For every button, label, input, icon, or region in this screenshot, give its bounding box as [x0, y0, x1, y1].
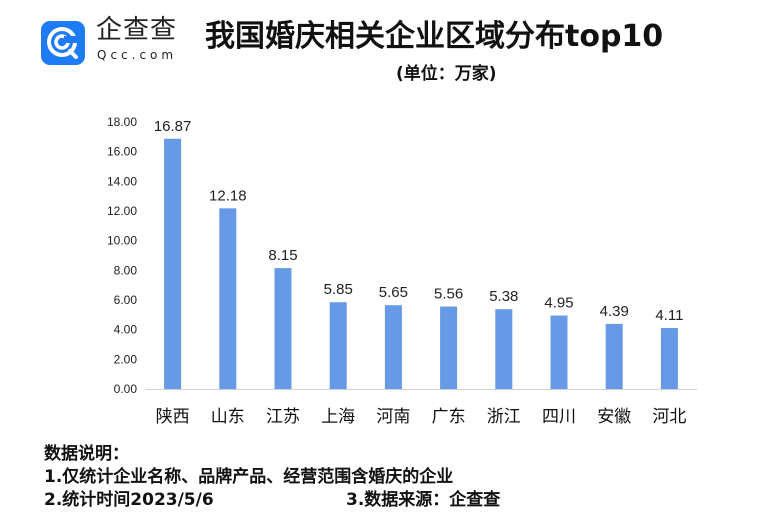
x-tick-label: 浙江: [487, 407, 521, 426]
data-label: 5.56: [434, 286, 463, 303]
data-label: 4.39: [600, 303, 629, 320]
x-tick-label: 上海: [321, 407, 355, 426]
notes-heading: 数据说明：: [44, 444, 129, 464]
data-label: 8.15: [268, 247, 297, 264]
bar-chart: 0.00 2.00 4.00 6.00 8.00 10.00 12.00 14.00 16.00…: [107, 115, 697, 426]
notes-line1: 1.仅统计企业名称、品牌产品、经营范围含婚庆的企业: [44, 467, 454, 487]
data-label: 16.87: [154, 118, 192, 135]
chart-title: 我国婚庆相关企业区域分布top10: [205, 19, 664, 54]
bar: [384, 305, 402, 389]
bar: [660, 328, 678, 389]
x-tick-label: 山东: [211, 407, 245, 426]
data-label: 5.38: [489, 288, 518, 305]
y-tick-label: 16.00: [107, 145, 137, 159]
bar: [495, 309, 513, 389]
y-tick-label: 10.00: [107, 234, 137, 248]
logo-icon: [41, 21, 85, 65]
bar: [329, 302, 347, 389]
y-tick-label: 12.00: [107, 204, 137, 218]
y-tick-label: 18.00: [107, 115, 137, 129]
data-label: 4.11: [655, 307, 683, 324]
y-tick-label: 2.00: [114, 352, 138, 366]
notes: 数据说明： 1.仅统计企业名称、品牌产品、经营范围含婚庆的企业 2.统计时间20…: [44, 443, 500, 512]
brand-name: 企查查: [96, 15, 178, 45]
x-tick-label: 广东: [432, 407, 466, 426]
bar: [550, 315, 568, 389]
x-tick-label: 安徽: [597, 407, 631, 426]
notes-last-row: 2.统计时间2023/5/6 3.数据来源：企查查: [44, 489, 500, 512]
y-tick-label: 6.00: [114, 293, 138, 307]
brand-domain: Qcc.com: [97, 48, 178, 62]
x-tick-label: 陕西: [156, 407, 190, 426]
y-tick-label: 0.00: [114, 382, 138, 396]
bar: [605, 323, 623, 389]
x-tick-label: 江苏: [266, 407, 300, 426]
bar: [274, 268, 292, 389]
y-tick-label: 4.00: [114, 323, 138, 337]
x-tick-label: 河北: [652, 407, 686, 426]
data-label: 5.85: [324, 281, 353, 298]
data-label: 12.18: [209, 187, 247, 204]
x-tick-label: 四川: [542, 407, 576, 426]
y-tick-label: 14.00: [107, 174, 137, 188]
notes-line2: 2.统计时间2023/5/6: [44, 490, 214, 510]
bar: [219, 208, 237, 389]
data-label: 5.65: [379, 284, 408, 301]
data-label: 4.95: [544, 295, 573, 312]
x-tick-label: 河南: [376, 407, 410, 426]
bar: [440, 306, 458, 389]
bar: [164, 138, 182, 389]
chart-unit: (单位：万家): [396, 64, 497, 84]
notes-line3: 3.数据来源：企查查: [346, 490, 501, 510]
y-tick-label: 8.00: [114, 263, 138, 277]
